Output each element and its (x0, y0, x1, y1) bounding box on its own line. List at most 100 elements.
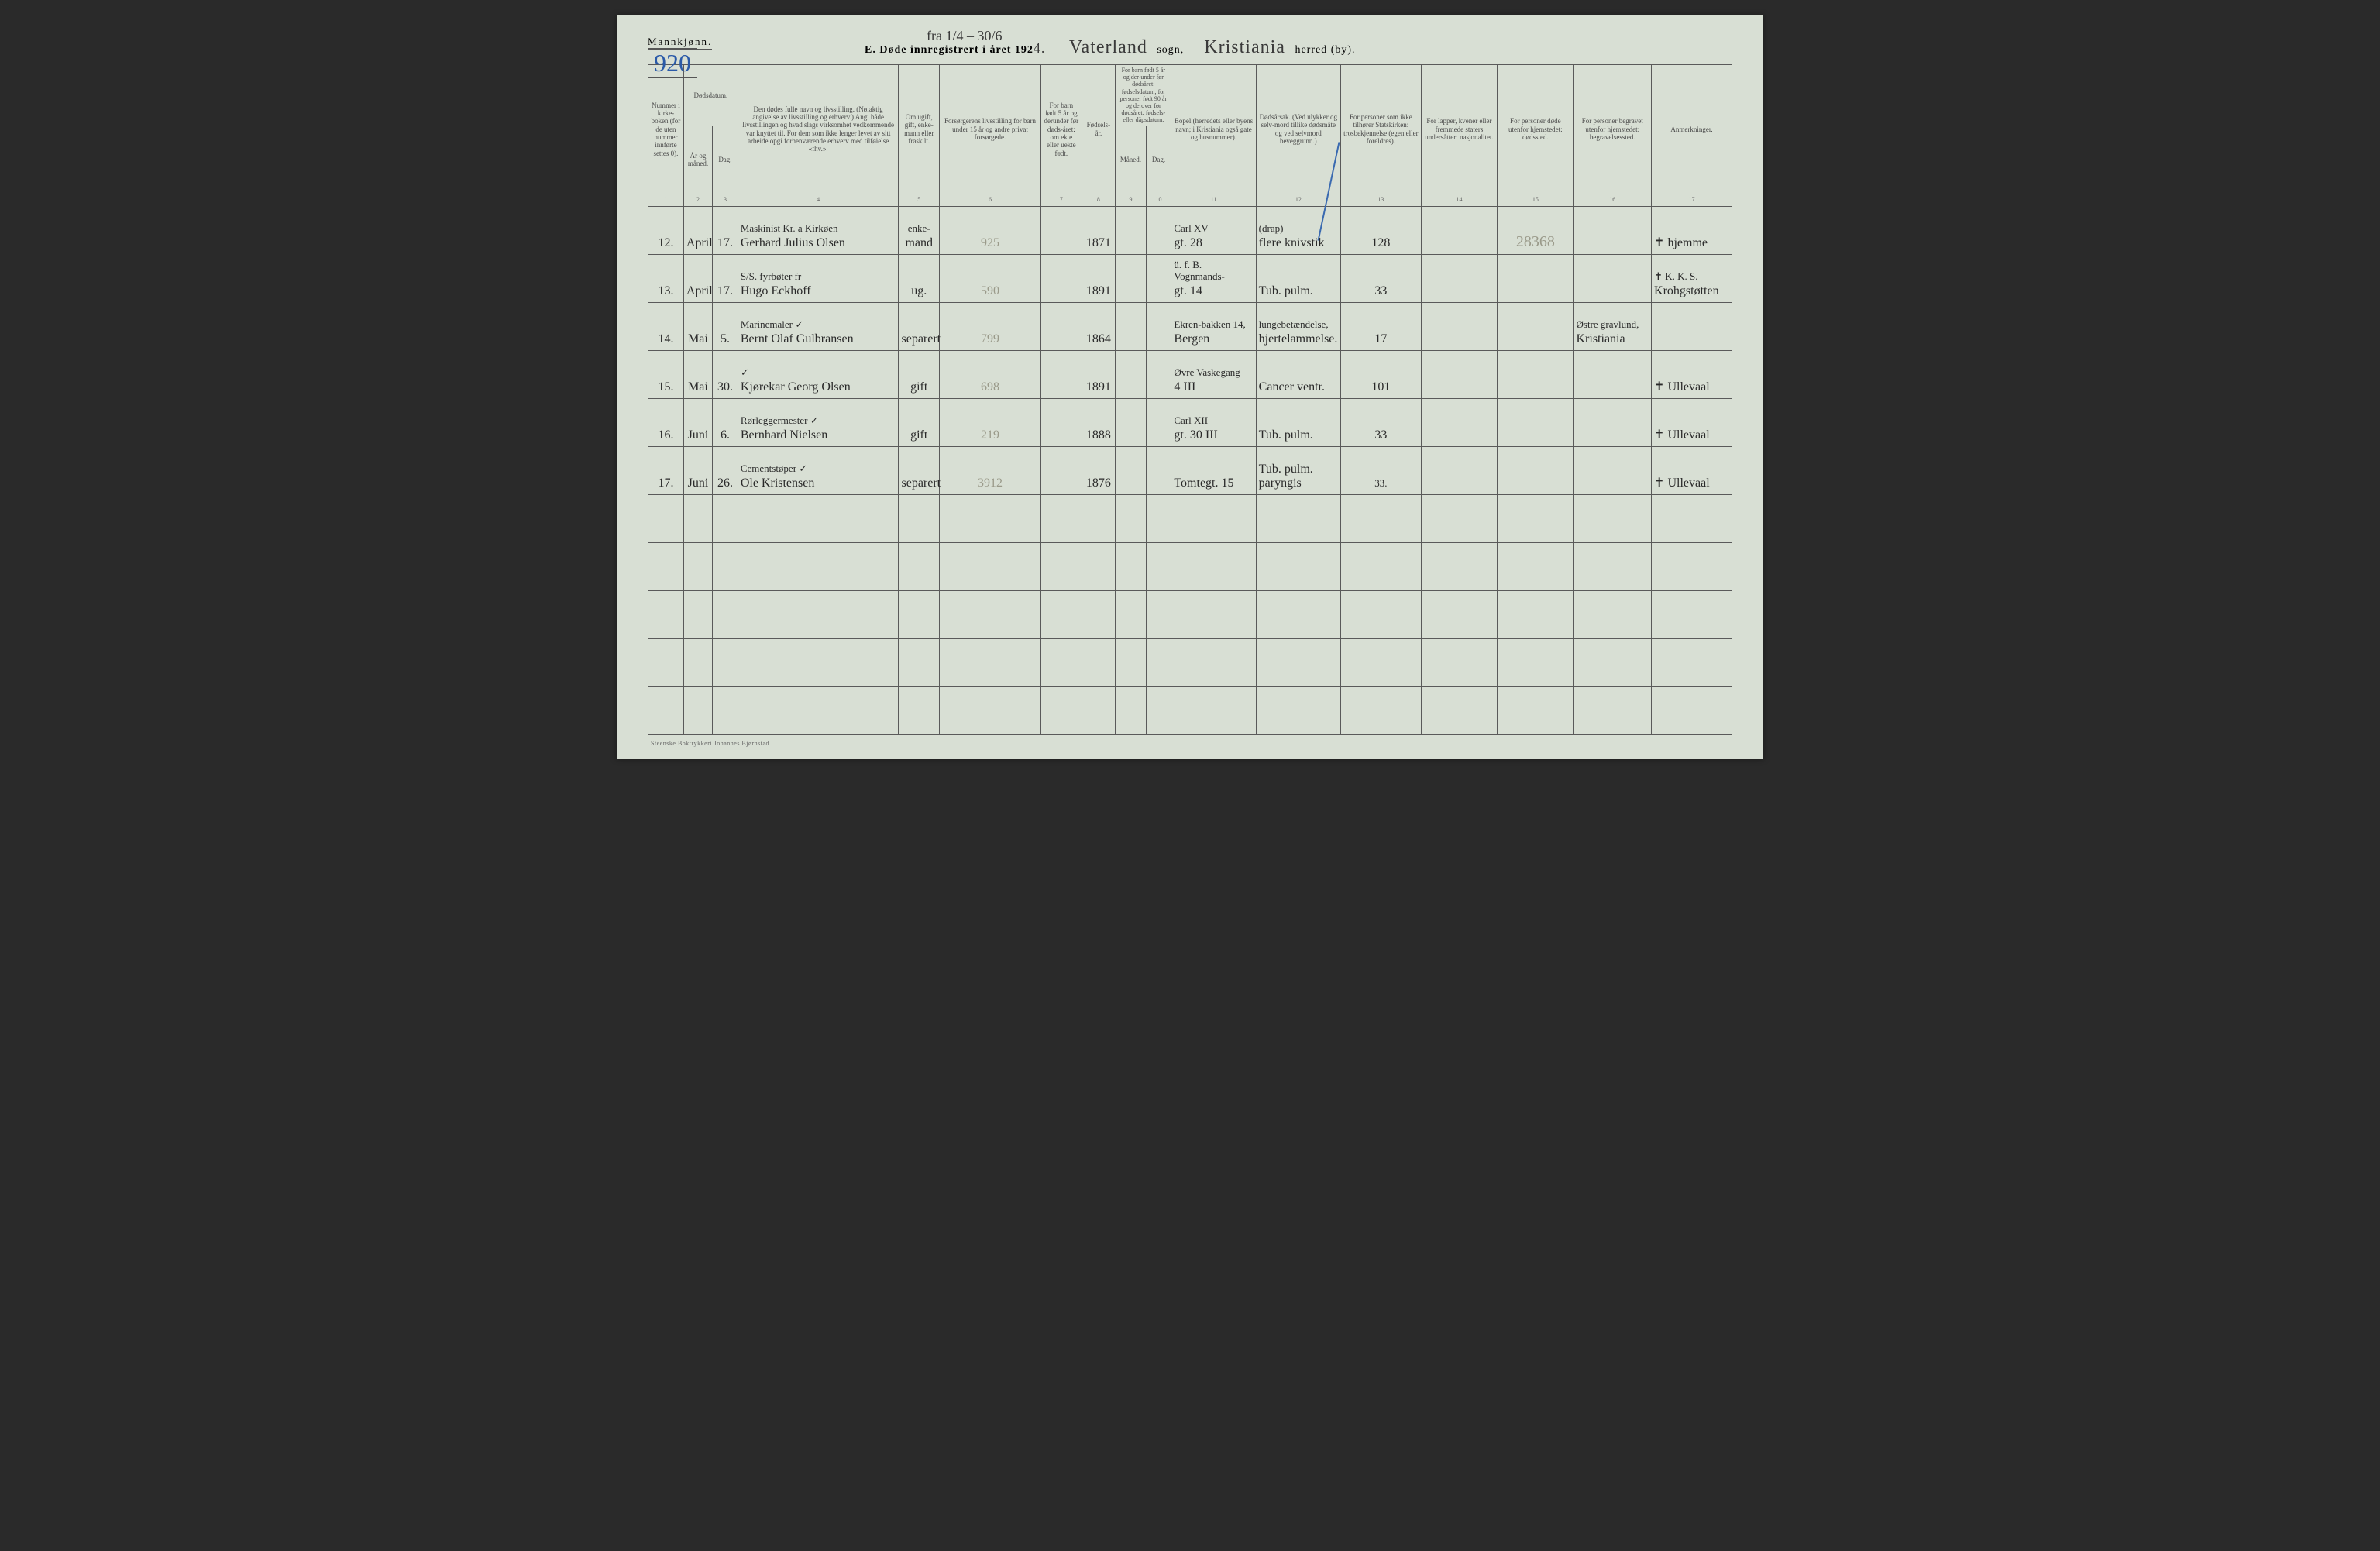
cell: 12. (648, 206, 684, 254)
cell: ✝ hjemme (1652, 206, 1732, 254)
cell: 698 (939, 350, 1040, 398)
cell (1116, 398, 1146, 446)
cell: Tomtegt. 15 (1171, 446, 1256, 494)
table-body: 12.April17.Maskinist Kr. a KirkøenGerhar… (648, 206, 1732, 734)
cell: ✝ Ullevaal (1652, 398, 1732, 446)
top-annotation: fra 1/4 – 30/6 (927, 28, 1002, 44)
col-header-group: For barn født 5 år og der-under før døds… (1116, 65, 1171, 126)
col-header: Dag. (1146, 126, 1171, 194)
cell: ✝ Ullevaal (1652, 446, 1732, 494)
col-header: År og måned. (683, 126, 712, 194)
cell: ü. f. B. Vognmands-gt. 14 (1171, 254, 1256, 302)
col-header: For personer døde utenfor hjemstedet: dø… (1498, 65, 1573, 194)
cell (1146, 350, 1171, 398)
table-row: 16.Juni6.Rørleggermester ✓Bernhard Niels… (648, 398, 1732, 446)
cell: separert (899, 302, 939, 350)
table-row-empty (648, 494, 1732, 542)
cell: Øvre Vaskegang4 III (1171, 350, 1256, 398)
cell: 26. (713, 446, 738, 494)
cell: (drap)flere knivstik (1256, 206, 1340, 254)
cell (1498, 254, 1573, 302)
cell (1146, 206, 1171, 254)
cell (1421, 398, 1497, 446)
cell (1116, 446, 1146, 494)
cell (1116, 254, 1146, 302)
col-header: Den dødes fulle navn og livsstilling. (N… (738, 65, 899, 194)
cell: April (683, 254, 712, 302)
table-row-empty (648, 590, 1732, 638)
col-header: Om ugift, gift, enke-mann eller fraskilt… (899, 65, 939, 194)
district-value: Kristiania (1198, 37, 1291, 57)
table-row: 12.April17.Maskinist Kr. a KirkøenGerhar… (648, 206, 1732, 254)
cell: Mai (683, 350, 712, 398)
cell: Cancer ventr. (1256, 350, 1340, 398)
cell: 3912 (939, 446, 1040, 494)
cell (1421, 302, 1497, 350)
cell: Rørleggermester ✓Bernhard Nielsen (738, 398, 899, 446)
cell (1421, 446, 1497, 494)
col-header: For barn født 5 år og derunder før døds-… (1041, 65, 1082, 194)
col-header: Nummer i kirke-boken (for de uten nummer… (648, 65, 684, 194)
col-header: Måned. (1116, 126, 1146, 194)
cell: Maskinist Kr. a KirkøenGerhard Julius Ol… (738, 206, 899, 254)
cell: 33 (1340, 254, 1421, 302)
parish-value: Vaterland (1063, 37, 1154, 57)
cell (1041, 446, 1082, 494)
cell (1573, 446, 1652, 494)
cell: 17. (713, 206, 738, 254)
cell: 925 (939, 206, 1040, 254)
col-header: For personer begravet utenfor hjemstedet… (1573, 65, 1652, 194)
table-row-empty (648, 542, 1732, 590)
cell: 16. (648, 398, 684, 446)
cell: Cementstøper ✓Ole Kristensen (738, 446, 899, 494)
cell: Juni (683, 398, 712, 446)
table-header: Nummer i kirke-boken (for de uten nummer… (648, 65, 1732, 207)
table-row-empty (648, 686, 1732, 734)
cell: Carl XIIgt. 30 III (1171, 398, 1256, 446)
cell: gift (899, 398, 939, 446)
cell (1041, 398, 1082, 446)
col-header: Anmerkninger. (1652, 65, 1732, 194)
cell: Mai (683, 302, 712, 350)
cell: 6. (713, 398, 738, 446)
cell (1498, 350, 1573, 398)
cell: ug. (899, 254, 939, 302)
cell: 1888 (1082, 398, 1116, 446)
cell (1041, 350, 1082, 398)
col-header: For personer som ikke tilhører Statskirk… (1340, 65, 1421, 194)
cell (1573, 254, 1652, 302)
cell (1116, 206, 1146, 254)
cell: ✝ K. K. S.Krohgstøtten (1652, 254, 1732, 302)
table-row: 15.Mai30.✓Kjørekar Georg Olsengift698189… (648, 350, 1732, 398)
cell: 1864 (1082, 302, 1116, 350)
table-row: 17.Juni26.Cementstøper ✓Ole Kristensense… (648, 446, 1732, 494)
cell: 128 (1340, 206, 1421, 254)
cell: 5. (713, 302, 738, 350)
col-header: Forsørgerens livsstilling for barn under… (939, 65, 1040, 194)
cell: 13. (648, 254, 684, 302)
cell (1573, 350, 1652, 398)
cell (1421, 350, 1497, 398)
cell: 590 (939, 254, 1040, 302)
cell: S/S. fyrbøter frHugo Eckhoff (738, 254, 899, 302)
col-header: Fødsels-år. (1082, 65, 1116, 194)
cell (1652, 302, 1732, 350)
cell: Tub. pulm. (1256, 398, 1340, 446)
ledger-table: Nummer i kirke-boken (for de uten nummer… (648, 64, 1732, 735)
cell (1146, 254, 1171, 302)
cell: 14. (648, 302, 684, 350)
cell (1041, 302, 1082, 350)
cell (1421, 254, 1497, 302)
cell: Tub. pulm. (1256, 254, 1340, 302)
cell: Juni (683, 446, 712, 494)
col-header: Dag. (713, 126, 738, 194)
cell: 799 (939, 302, 1040, 350)
cell: 33. (1340, 446, 1421, 494)
cell (1421, 206, 1497, 254)
cell (1146, 446, 1171, 494)
cell: enke-mand (899, 206, 939, 254)
ledger-page: fra 1/4 – 30/6 Mannkjønn. 920 E. Døde in… (617, 15, 1763, 759)
table-row: 13.April17.S/S. fyrbøter frHugo Eckhoffu… (648, 254, 1732, 302)
cell: April (683, 206, 712, 254)
cell (1116, 302, 1146, 350)
